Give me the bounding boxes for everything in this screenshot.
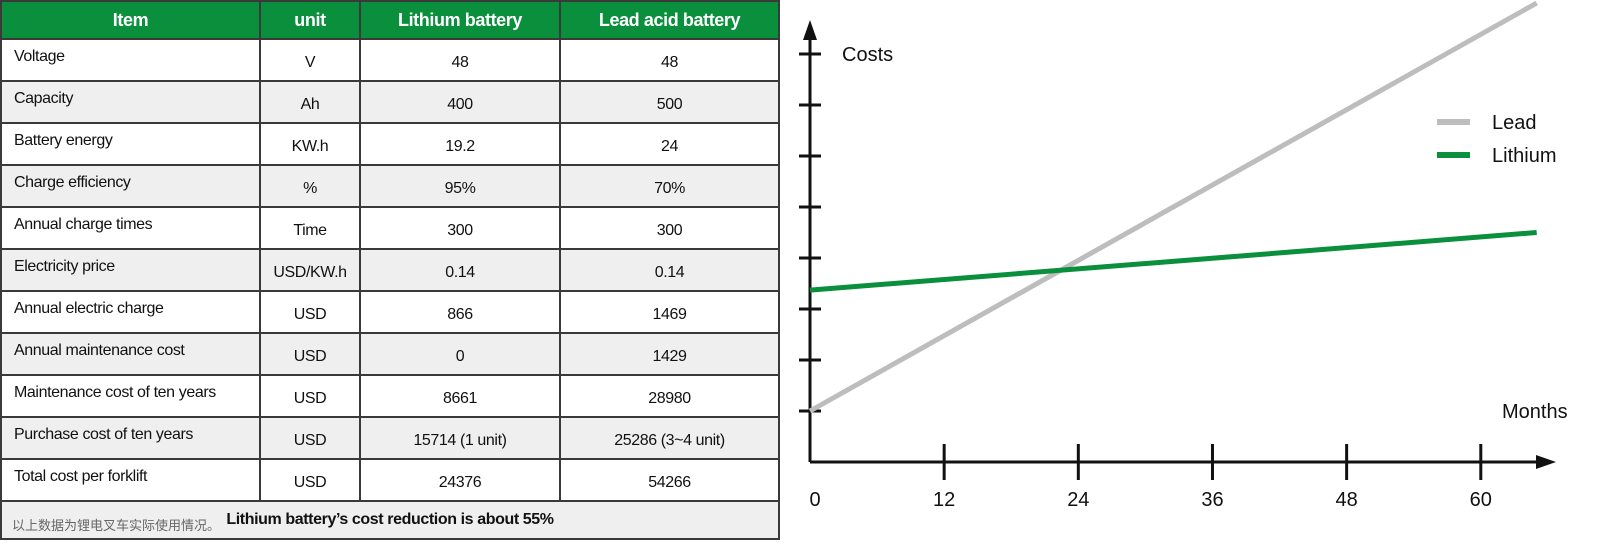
lead-acid-cell: 1469 [559,290,780,334]
table-row: Battery energy KW.h 19.2 24 [0,122,780,166]
table-row: Purchase cost of ten years USD 15714 (1 un… [0,416,780,460]
unit-cell: USD [259,458,361,502]
unit-cell: Ah [259,80,361,124]
x-tick-label: 36 [1201,489,1223,511]
x-axis-arrow [1536,455,1556,469]
item-cell: Maintenance cost of ten years [0,374,261,418]
x-tick-label: 24 [1067,489,1089,511]
unit-cell: USD [259,416,361,460]
item-cell: Voltage [0,38,261,82]
lead-acid-cell: 300 [559,206,780,250]
x-axis-label: Months [1502,401,1568,423]
y-axis-arrow [803,20,817,40]
item-cell: Capacity [0,80,261,124]
lithium-cell: 300 [359,206,561,250]
y-axis-label: Costs [842,44,893,66]
unit-cell: V [259,38,361,82]
item-cell: Annual charge times [0,206,261,250]
table-footer-row: Lithium battery’s cost reduction is abou… [0,500,780,540]
column-header: unit [259,0,361,40]
series-line-lead [808,0,1538,414]
column-header: Item [0,0,261,40]
caption: 以上数据为锂电叉车实际使用情况。 [12,519,221,534]
table-row: Maintenance cost of ten years USD 8661 2898… [0,374,780,418]
lithium-cell: 19.2 [359,122,561,166]
table-row: Electricity price USD/KW.h 0.14 0.14 [0,248,780,292]
column-header: Lead acid battery [559,0,780,40]
lead-acid-cell: 28980 [559,374,780,418]
x-tick-label: 12 [933,489,955,511]
lithium-cell: 866 [359,290,561,334]
item-cell: Battery energy [0,122,261,166]
series-line-lithium [809,230,1537,293]
lead-acid-cell: 70% [559,164,780,208]
lithium-cell: 24376 [359,458,561,502]
lead-acid-cell: 1429 [559,332,780,376]
lithium-cell: 95% [359,164,561,208]
lithium-cell: 400 [359,80,561,124]
item-cell: Electricity price [0,248,261,292]
table-header-row: Item unit Lithium battery Lead acid battery [0,0,780,40]
table-row: Voltage V 48 48 [0,38,780,82]
legend-label-lead: Lead [1492,112,1537,134]
lead-acid-cell: 54266 [559,458,780,502]
item-cell: Total cost per forklift [0,458,261,502]
cost-reduction-summary: Lithium battery’s cost reduction is abou… [0,500,780,540]
lithium-cell: 48 [359,38,561,82]
table-row: Annual electric charge USD 866 1469 [0,290,780,334]
table-row: Annual maintenance cost USD 0 1429 [0,332,780,376]
lithium-cell: 0 [359,332,561,376]
lithium-cell: 0.14 [359,248,561,292]
table-row: Capacity Ah 400 500 [0,80,780,124]
column-header: Lithium battery [359,0,561,40]
unit-cell: % [259,164,361,208]
cost-line-chart: Costs Months 0 12 24 36 48 60 Lead Lithium [799,0,1568,511]
legend-label-lithium: Lithium [1492,145,1556,167]
unit-cell: KW.h [259,122,361,166]
x-tick-label: 0 [809,489,820,511]
item-cell: Annual maintenance cost [0,332,261,376]
item-cell: Annual electric charge [0,290,261,334]
lithium-cell: 8661 [359,374,561,418]
table-row: Annual charge times Time 300 300 [0,206,780,250]
unit-cell: USD [259,290,361,334]
lead-acid-cell: 25286 (3~4 unit) [559,416,780,460]
lead-acid-cell: 24 [559,122,780,166]
item-cell: Charge efficiency [0,164,261,208]
unit-cell: USD [259,374,361,418]
table-row: Charge efficiency% 95% 70% [0,164,780,208]
unit-cell: USD/KW.h [259,248,361,292]
battery-comparison-table: Item unit Lithium battery Lead acid battery… [0,0,780,540]
lead-acid-cell: 48 [559,38,780,82]
lead-acid-cell: 0.14 [559,248,780,292]
table-row: Total cost per forklift USD 24376 54266 [0,458,780,502]
x-tick-label: 60 [1470,489,1492,511]
x-tick-label: 48 [1336,489,1358,511]
lead-acid-cell: 500 [559,80,780,124]
lithium-cell: 15714 (1 unit) [359,416,561,460]
unit-cell: Time [259,206,361,250]
unit-cell: USD [259,332,361,376]
item-cell: Purchase cost of ten years [0,416,261,460]
